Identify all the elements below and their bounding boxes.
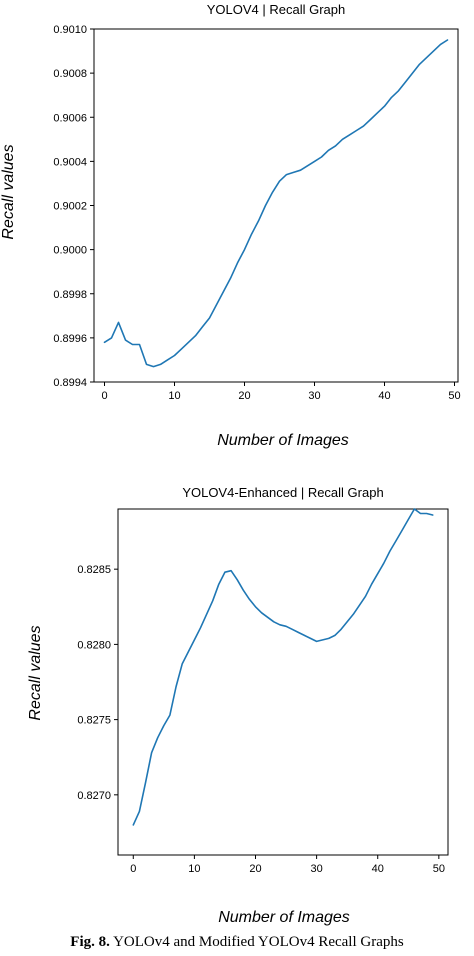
y-axis-label: Recall values bbox=[27, 625, 44, 720]
chart-title: YOLOV4-Enhanced | Recall Graph bbox=[182, 485, 383, 500]
y-tick-label: 0.9008 bbox=[53, 68, 87, 80]
y-ticks: 0.8994 0.8996 0.8998 0.9000 0.9002 0.9004 0.90… bbox=[53, 24, 94, 389]
chart-yolov4-enhanced-recall: YOLOV4-Enhanced | Recall Graph 0.82700.8… bbox=[27, 485, 449, 926]
x-axis-label: Number of Images bbox=[218, 909, 350, 926]
y-tick-label: 0.8998 bbox=[53, 289, 87, 301]
x-tick-label: 10 bbox=[188, 863, 200, 875]
y-tick-label: 0.8285 bbox=[77, 564, 111, 576]
recall-line bbox=[132, 508, 434, 826]
y-tick-label: 0.8270 bbox=[77, 790, 111, 802]
chart-yolov4-recall: YOLOV4 | Recall Graph 0.8994 0.8996 0.8998… bbox=[0, 2, 461, 449]
caption-label: Fig. 8. bbox=[70, 934, 110, 950]
x-tick-label: 20 bbox=[238, 390, 250, 402]
y-tick-label: 0.8996 bbox=[53, 333, 87, 345]
x-ticks: 0 10 20 30 40 50 bbox=[130, 855, 445, 875]
y-axis-label: Recall values bbox=[0, 144, 17, 239]
x-tick-label: 40 bbox=[378, 390, 390, 402]
caption-text: YOLOv4 and Modified YOLOv4 Recall Graphs bbox=[109, 934, 404, 950]
x-tick-label: 50 bbox=[433, 863, 445, 875]
plot-frame bbox=[117, 508, 449, 856]
y-tick-label: 0.9000 bbox=[53, 245, 87, 257]
recall-line bbox=[103, 39, 449, 368]
x-ticks: 0 10 20 30 40 50 bbox=[101, 382, 461, 402]
x-axis-label: Number of Images bbox=[217, 432, 349, 449]
chart-title: YOLOV4 | Recall Graph bbox=[207, 2, 346, 17]
y-tick-label: 0.8994 bbox=[53, 377, 87, 389]
x-tick-label: 30 bbox=[308, 390, 320, 402]
y-tick-label: 0.9004 bbox=[53, 156, 87, 168]
x-tick-label: 20 bbox=[249, 863, 261, 875]
y-tick-label: 0.9002 bbox=[53, 201, 87, 213]
y-tick-label: 0.9010 bbox=[53, 24, 87, 36]
y-ticks: 0.8270 0.8275 0.8280 0.8285 bbox=[77, 564, 118, 802]
x-tick-label: 0 bbox=[101, 390, 107, 402]
y-tick-label: 0.9006 bbox=[53, 112, 87, 124]
x-tick-label: 40 bbox=[372, 863, 384, 875]
x-tick-label: 50 bbox=[448, 390, 460, 402]
x-tick-label: 0 bbox=[130, 863, 136, 875]
x-tick-label: 10 bbox=[168, 390, 180, 402]
plot-frame bbox=[93, 28, 459, 383]
figure-caption: Fig. 8. YOLOv4 and Modified YOLOv4 Recal… bbox=[0, 934, 474, 951]
y-tick-label: 0.8280 bbox=[77, 639, 111, 651]
x-tick-label: 30 bbox=[310, 863, 322, 875]
y-tick-label: 0.8275 bbox=[77, 715, 111, 727]
